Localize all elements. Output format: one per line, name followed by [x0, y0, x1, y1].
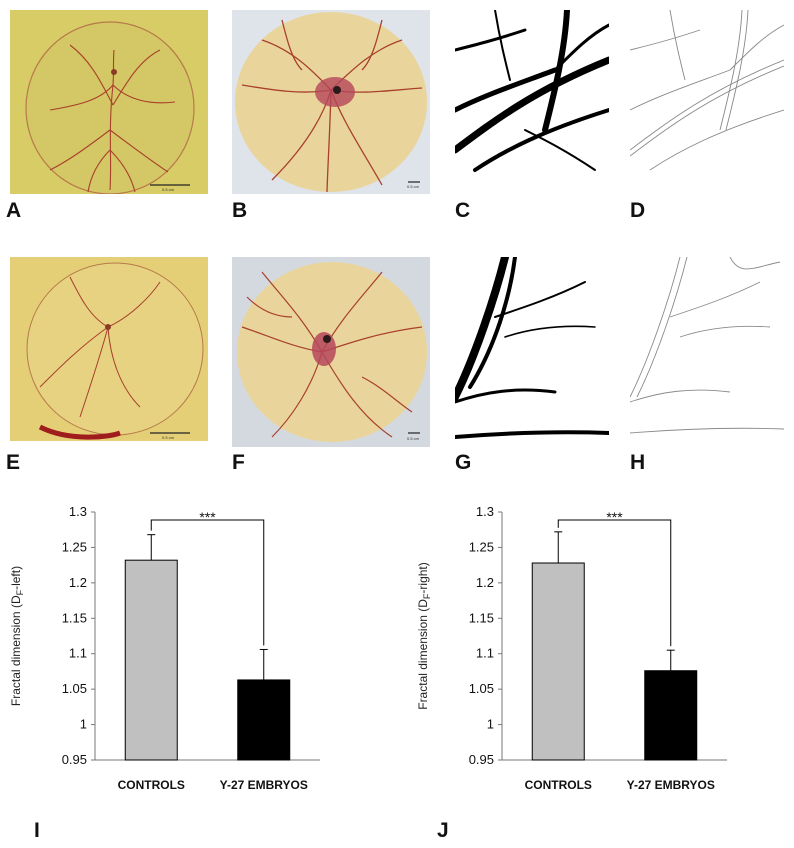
panel-b-scale-text: 0.5 cm: [407, 184, 420, 189]
panel-c-image: [455, 10, 609, 194]
y-tick-label: 1.05: [62, 681, 87, 696]
y-tick-label: 1.1: [69, 646, 87, 661]
y-axis-label: Fractal dimension (DF-left): [9, 566, 25, 706]
chart-i: 0.95 1 1.05 1.1 1.15 1.2 1.25 1.3 Fractal dimens…: [0, 500, 360, 800]
panel-e-label: E: [6, 451, 21, 474]
y-tick-label: 1.15: [469, 610, 494, 625]
panel-b-label: B: [232, 199, 248, 222]
y-axis-label: Fractal dimension (DF-right): [416, 562, 432, 710]
panel-a-image: 0.5 cm: [10, 10, 208, 194]
y-tick-label: 0.95: [62, 752, 87, 767]
y-tick-label: 1: [80, 717, 87, 732]
panel-f-scale-text: 0.5 cm: [407, 436, 420, 441]
category-label: Y-27 EMBRYOS: [627, 778, 715, 792]
y-tick-label: 1.3: [69, 504, 87, 519]
significance-label: ***: [199, 509, 216, 525]
significance-bracket: [557, 519, 672, 647]
bar-y27: [644, 670, 698, 761]
category-label: CONTROLS: [118, 778, 185, 792]
panel-d-image: [630, 10, 784, 194]
y-tick-label: 1.2: [69, 575, 87, 590]
category-label: CONTROLS: [525, 778, 592, 792]
panel-h-label: H: [630, 451, 646, 474]
significance-bracket: [150, 519, 265, 646]
panel-j-label: J: [437, 819, 449, 842]
category-label: Y-27 EMBRYOS: [220, 778, 308, 792]
panel-d-label: D: [630, 199, 646, 222]
y-tick-label: 1.1: [476, 646, 494, 661]
panel-c-label: C: [455, 199, 471, 222]
y-tick-label: 0.95: [469, 752, 494, 767]
panel-f-image: 0.5 cm: [232, 257, 430, 447]
y-tick-label: 1.25: [469, 539, 494, 554]
panel-g-image: [455, 257, 609, 441]
panel-e-scale-text: 0.5 cm: [162, 435, 175, 440]
panel-i-label: I: [34, 819, 40, 842]
bar-y27: [237, 679, 291, 761]
panel-a-scale-text: 0.5 cm: [162, 187, 175, 192]
panel-g-label: G: [455, 451, 472, 474]
y-tick-label: 1.2: [476, 575, 494, 590]
y-tick-label: 1: [487, 717, 494, 732]
panel-a-label: A: [6, 199, 22, 222]
panel-e-image: 0.5 cm: [10, 257, 208, 441]
bar-controls: [124, 559, 178, 761]
panel-b-image: 0.5 cm: [232, 10, 430, 194]
significance-label: ***: [606, 509, 623, 525]
y-tick-label: 1.15: [62, 610, 87, 625]
panel-f-label: F: [232, 451, 245, 474]
panel-h-image: [630, 257, 784, 441]
y-tick-label: 1.3: [476, 504, 494, 519]
y-tick-label: 1.25: [62, 539, 87, 554]
y-tick-label: 1.05: [469, 681, 494, 696]
bar-controls: [531, 562, 585, 761]
chart-j: 0.95 1 1.05 1.1 1.15 1.2 1.25 1.3 Fractal dimens…: [407, 500, 767, 800]
